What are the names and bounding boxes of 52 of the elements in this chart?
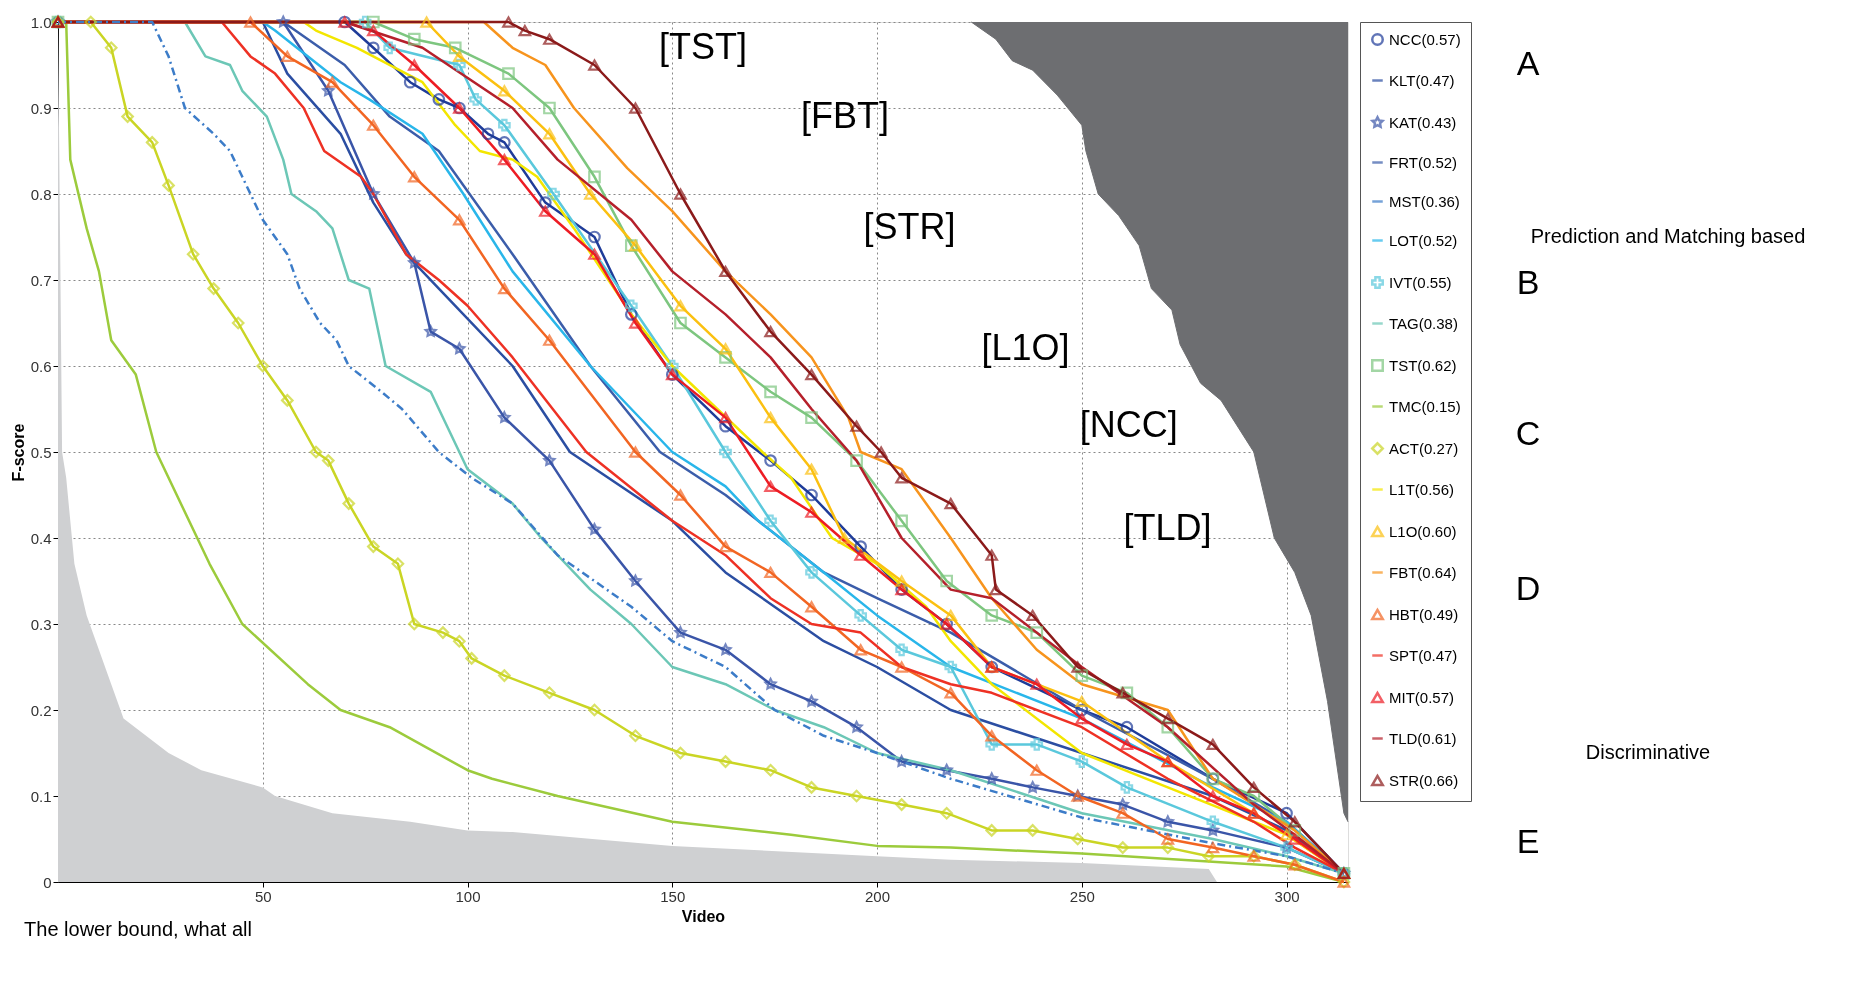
x-axis-title: Video	[681, 907, 726, 925]
annotation: [L1O]	[981, 326, 1070, 368]
x-tick-label: 250	[1069, 887, 1095, 905]
x-tick-label: 100	[455, 887, 481, 905]
y-tick-label: 0.5	[30, 443, 52, 461]
y-axis-title: F-score	[9, 423, 27, 482]
y-tick-label: 1.0	[30, 13, 52, 31]
legend-label: STR(0.66)	[1389, 771, 1459, 789]
legend-label: FRT(0.52)	[1389, 153, 1458, 171]
y-tick-label: 0.2	[30, 701, 52, 719]
legend-label: TST(0.62)	[1389, 356, 1457, 374]
text: A	[1516, 44, 1540, 82]
x-tick-label: 50	[254, 887, 272, 905]
legend-label: FBT(0.64)	[1389, 563, 1457, 581]
x-tick-label: 300	[1274, 887, 1300, 905]
legend-label: L1O(0.60)	[1389, 522, 1457, 540]
legend-label: KLT(0.47)	[1389, 71, 1455, 89]
x-tick-label: 200	[865, 887, 891, 905]
legend-label: LOT(0.52)	[1389, 231, 1458, 249]
text: D	[1515, 568, 1541, 607]
legend-label: MIT(0.57)	[1389, 688, 1455, 706]
text: E	[1516, 822, 1540, 861]
legend-label: TMC(0.15)	[1389, 397, 1461, 415]
annotation: [TLD]	[1123, 507, 1212, 549]
text: B	[1516, 263, 1540, 302]
legend-label: MST(0.36)	[1389, 192, 1460, 210]
legend-label: ACT(0.27)	[1389, 439, 1459, 457]
annotation: [NCC]	[1079, 404, 1178, 446]
y-tick-label: 0.4	[30, 529, 52, 547]
y-tick-label: 0.1	[30, 787, 52, 805]
legend-label: L1T(0.56)	[1389, 480, 1455, 498]
text: C	[1515, 413, 1541, 452]
legend-label: KAT(0.43)	[1389, 113, 1457, 131]
annotation: [TST]	[659, 25, 747, 67]
x-tick-label: 150	[660, 887, 686, 905]
y-tick-label: 0.6	[30, 357, 52, 375]
legend-label: NCC(0.57)	[1389, 30, 1461, 48]
legend-label: IVT(0.55)	[1389, 273, 1452, 291]
annotation: [STR]	[863, 206, 956, 248]
y-tick-label: 0.9	[30, 99, 52, 117]
text: Prediction and Matching based	[1530, 225, 1806, 247]
text: Discriminative	[1585, 741, 1711, 763]
annotation: [FBT]	[800, 94, 889, 136]
y-tick-label: 0	[43, 873, 52, 891]
y-tick-label: 0.3	[30, 615, 52, 633]
legend-label: TAG(0.38)	[1389, 314, 1458, 332]
y-tick-label: 0.7	[30, 271, 52, 289]
legend-label: TLD(0.61)	[1389, 729, 1457, 747]
text: The lower bound, what all	[24, 918, 252, 940]
y-tick-label: 0.8	[30, 185, 52, 203]
legend-label: SPT(0.47)	[1389, 646, 1458, 664]
legend-label: HBT(0.49)	[1389, 605, 1459, 623]
